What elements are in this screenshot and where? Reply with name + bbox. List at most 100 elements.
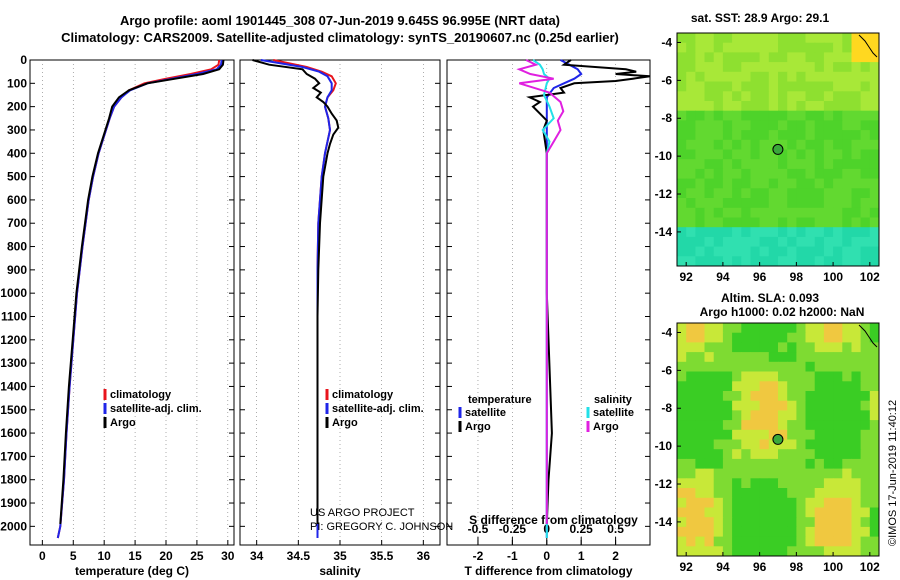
map-cell [768,439,779,450]
map-cell [695,178,706,189]
map-cell [787,507,797,518]
map-cell [851,81,862,92]
map-cell [796,120,807,131]
map-cell [814,507,825,518]
map-cell [814,323,825,334]
map-cell [823,381,834,392]
map-cell [759,468,770,479]
map-cell [732,42,742,53]
map-cell [732,458,742,470]
map-cell [778,352,788,363]
map-cell [814,429,825,440]
map-cell [833,42,843,53]
map-cell [713,71,724,82]
map-cell [787,91,797,102]
map-cell [686,517,696,528]
map-cell [741,139,751,150]
map-cell [814,246,825,257]
map-cell [833,168,843,180]
map-cell [695,546,706,557]
map-cell [759,458,770,470]
map-cell [732,198,742,209]
map-cell [750,91,761,102]
map-cell [833,352,843,363]
map-cell [796,410,807,421]
map-cell [796,33,807,44]
depth-tick-label: 1400 [0,379,27,393]
map-cell [823,256,834,267]
map-cell [768,342,779,353]
map-cell [805,42,816,53]
map-cell [750,517,761,528]
map-cell [732,478,742,489]
map-cell [833,101,843,112]
map-cell [814,168,825,180]
map-cell [741,207,751,218]
depth-tick-label: 1000 [0,286,27,300]
map-cell [787,526,797,538]
map-cell [768,91,779,102]
map-cell [768,420,779,431]
map-cell [704,381,715,392]
map-cell [860,507,871,518]
map-cell [860,256,871,267]
map-cell [750,371,761,382]
map-cell [842,323,852,334]
map-cell [713,517,724,528]
map-cell [713,120,724,131]
map-cell [695,159,706,170]
map-cell [741,188,751,199]
map-cell [796,130,807,141]
map-cell [750,546,761,557]
map-cell [741,130,751,141]
map-cell [704,439,715,450]
map-cell [860,536,871,547]
map-cell [833,458,843,470]
map-cell [778,101,788,112]
map-cell [860,227,871,238]
map-cell [768,478,779,489]
map-cell [713,130,724,141]
map-cell [805,168,816,180]
map-lon-label: 98 [790,270,804,284]
map-cell [869,178,880,189]
map-cell [869,323,880,334]
map-cell [677,410,687,421]
map-cell [869,546,880,557]
map-cell [695,42,706,53]
legend-label: Argo [465,421,491,433]
map-cell [732,332,742,343]
map-cell [695,246,706,257]
legend-label: Argo [593,421,619,433]
map-cell [695,71,706,82]
map-cell [686,149,696,160]
map-cell [833,62,843,73]
argo-float-marker [772,433,784,445]
map-cell [695,81,706,92]
map-cell [704,110,715,121]
legend-title: salinity [594,394,633,406]
map-cell [860,420,871,431]
map-cell [842,256,852,267]
map-cell [686,391,696,402]
map-cell [704,236,715,248]
map-cell [732,217,742,228]
map-cell [805,381,816,392]
map-cell [842,526,852,538]
map-cell [722,101,733,112]
map-cell [713,410,724,421]
map-cell [833,198,843,209]
x-tick-label: -1 [507,549,518,563]
map-cell [704,468,715,479]
map-cell [814,159,825,170]
map-cell [869,342,880,353]
map-cell [695,120,706,131]
map-cell [695,33,706,44]
map-cell [833,371,843,382]
map-cell [686,81,696,92]
map-cell [686,227,696,238]
map-cell [750,110,761,121]
map-cell [869,168,880,180]
map-cell [722,410,733,421]
